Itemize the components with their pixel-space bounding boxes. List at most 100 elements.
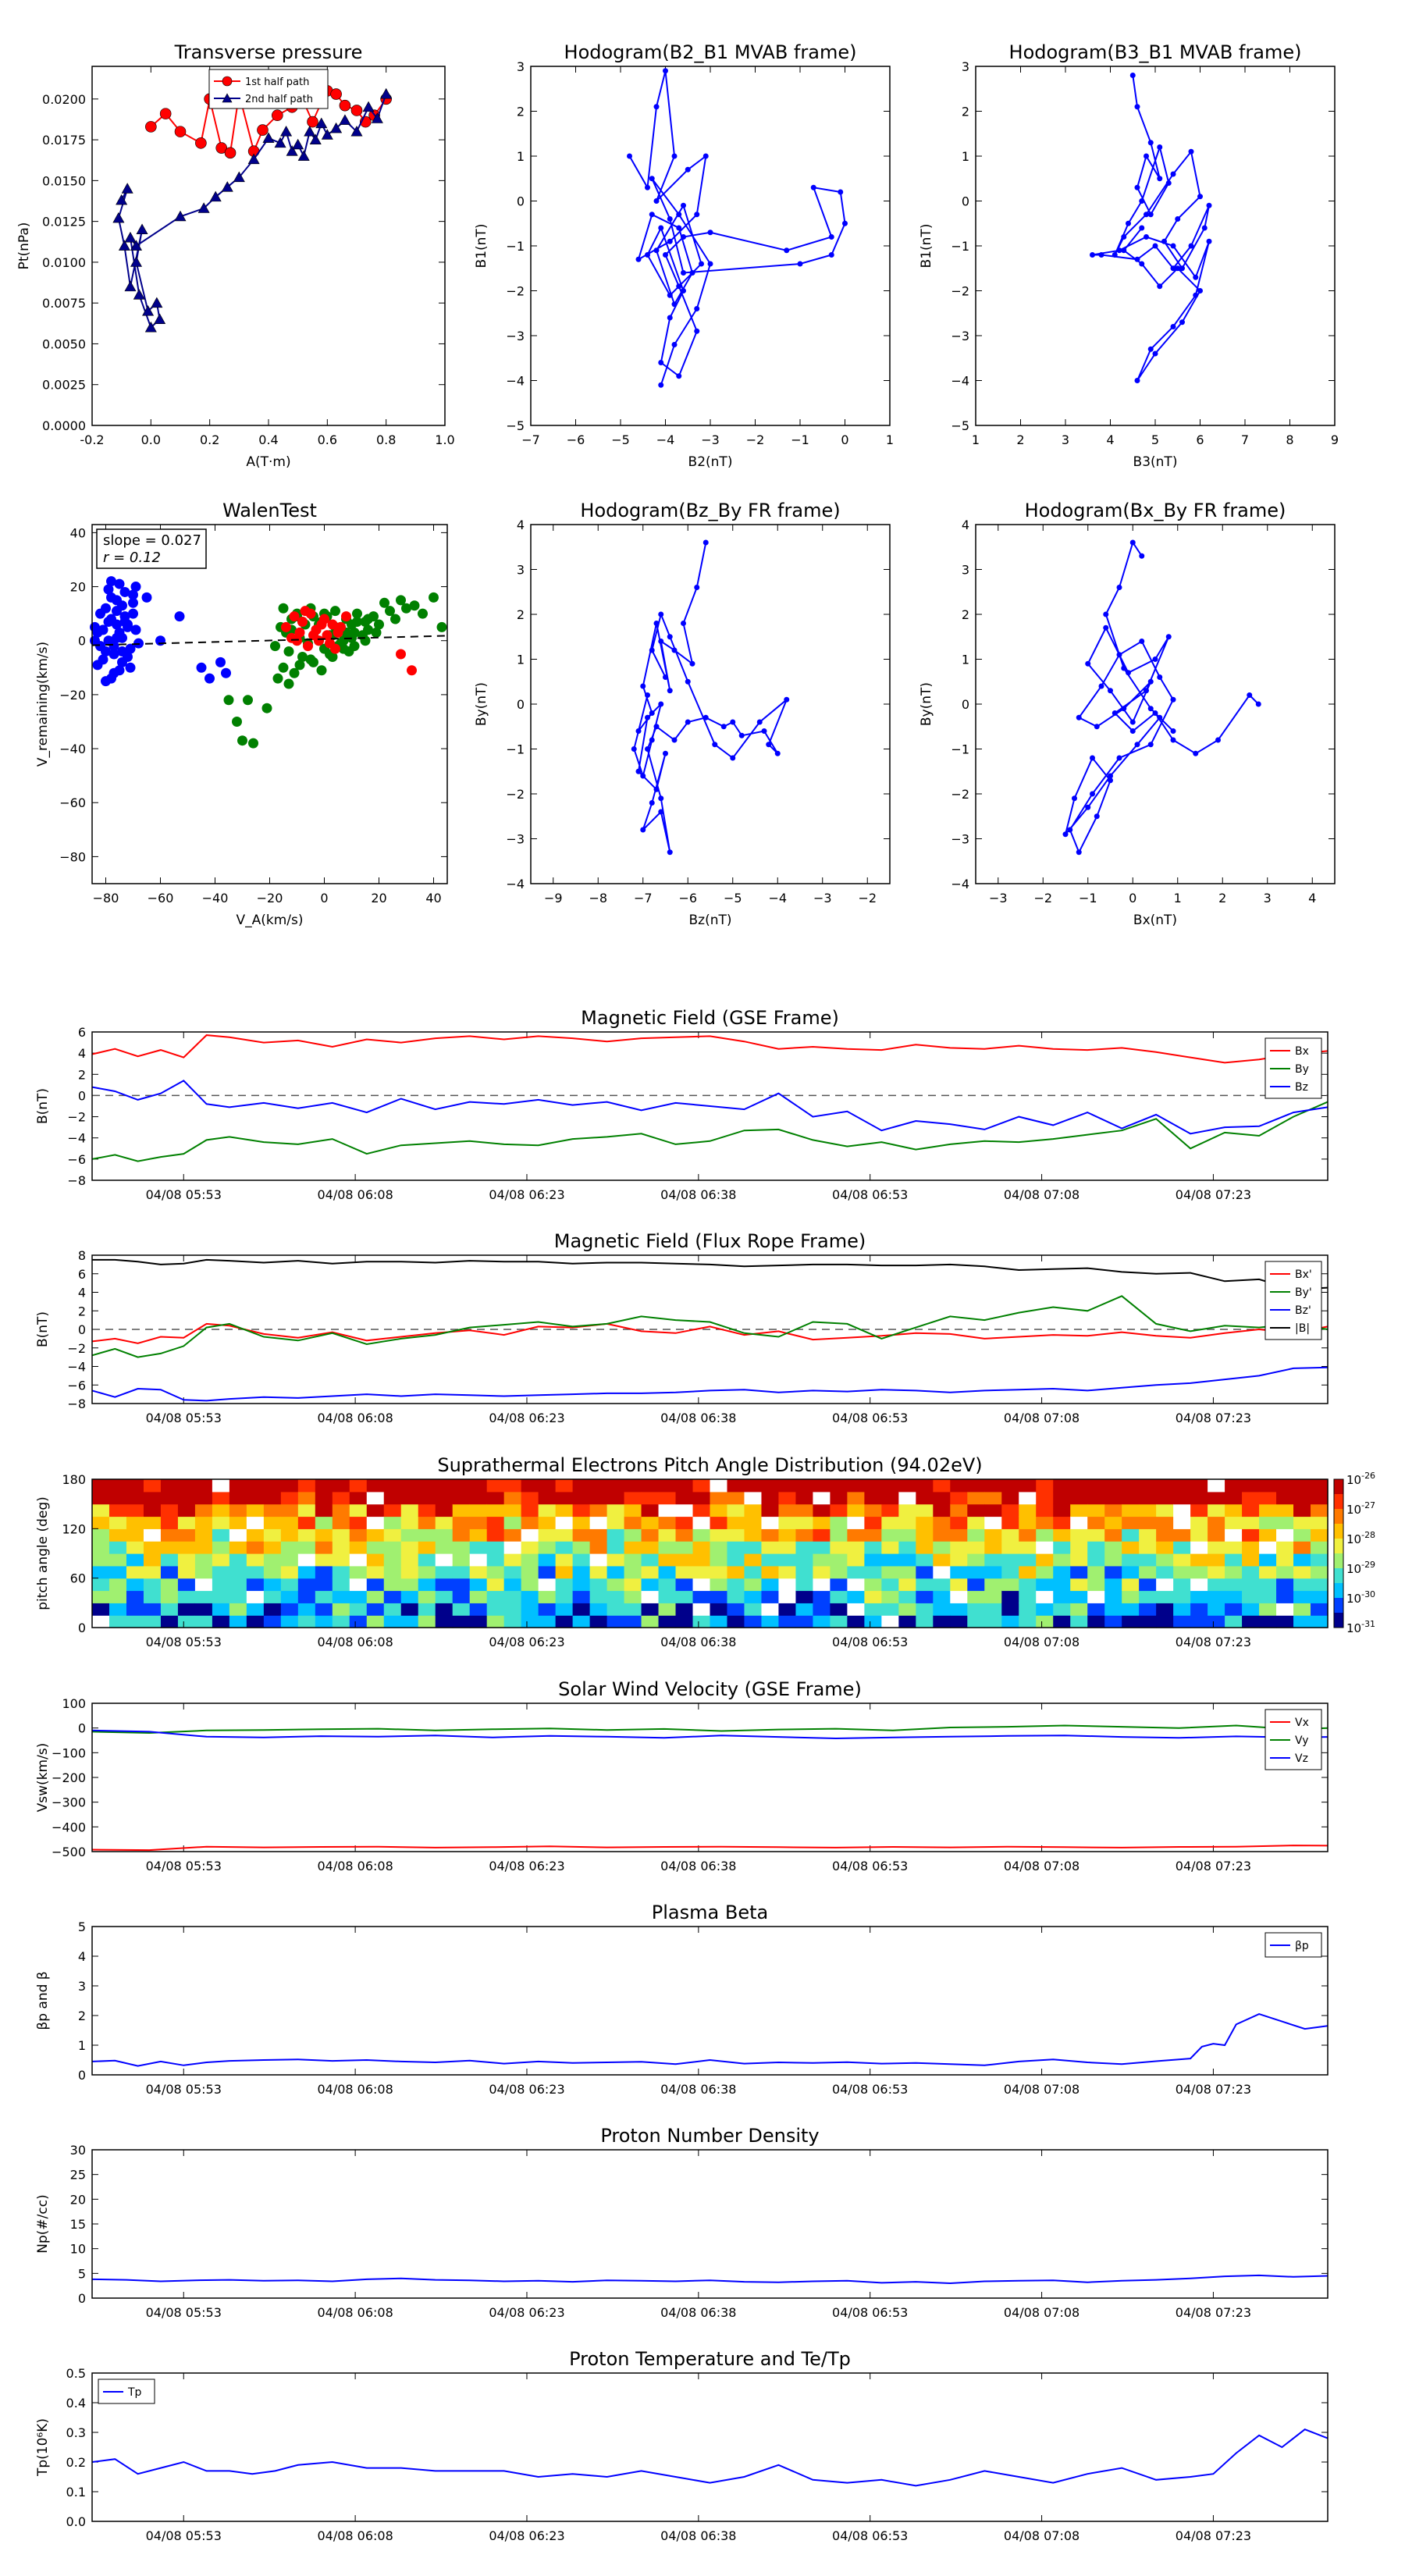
heatmap-cell (658, 1479, 677, 1493)
heatmap-cell (469, 1516, 488, 1529)
series-point (1247, 692, 1253, 698)
heatmap-cell (1087, 1479, 1105, 1493)
series-marker (221, 181, 233, 192)
heatmap-cell (435, 1516, 454, 1529)
series-point (676, 212, 682, 218)
heatmap-cell (486, 1528, 505, 1542)
heatmap-cell (366, 1541, 385, 1554)
y-tick-label: 6 (78, 1267, 86, 1282)
heatmap-cell (1139, 1503, 1157, 1517)
heatmap-cell (1190, 1565, 1208, 1579)
y-axis-label: B(nT) (35, 1088, 51, 1124)
heatmap-cell (1053, 1491, 1071, 1505)
walen-test-panel: WalenTest−80 −60 −40 −20 0 20 40−80−60−40−2002… (35, 500, 448, 928)
heatmap-cell (692, 1516, 711, 1529)
heatmap-cell (950, 1516, 968, 1529)
heatmap-cell (967, 1603, 985, 1616)
scatter-point (112, 606, 122, 617)
pitch-angle-panel: Suprathermal Electrons Pitch Angle Distr… (35, 1454, 1375, 1649)
series-point (1215, 737, 1221, 743)
heatmap-cell (1019, 1565, 1037, 1579)
series-point (784, 696, 790, 703)
y-tick-label: −2 (506, 284, 525, 299)
heatmap-cell (1001, 1503, 1019, 1517)
heatmap-cell (469, 1565, 488, 1579)
series-line-1 (91, 1101, 1329, 1162)
colorbar-label: 10-30 (1346, 1589, 1375, 1606)
series-marker (142, 305, 155, 316)
scatter-point (360, 635, 371, 646)
heatmap-cell (1139, 1615, 1157, 1628)
heatmap-cell (315, 1578, 333, 1592)
heatmap-cell (1019, 1553, 1037, 1567)
y-tick-label: 1 (962, 149, 969, 164)
heatmap-cell (778, 1553, 797, 1567)
heatmap-cell (1139, 1590, 1157, 1603)
heatmap-cell (727, 1528, 745, 1542)
heatmap-cell (1259, 1565, 1277, 1579)
heatmap-cell (126, 1528, 144, 1542)
heatmap-cell (143, 1603, 162, 1616)
y-tick-label: −500 (52, 1845, 86, 1859)
colorbar-exponent: -28 (1361, 1530, 1375, 1540)
heatmap-cell (400, 1503, 419, 1517)
x-tick-label: −5 (611, 432, 630, 447)
heatmap-cell (315, 1615, 333, 1628)
heatmap-cell (1259, 1603, 1277, 1616)
series-point (658, 611, 664, 617)
series-point (645, 746, 650, 752)
plot-frame (91, 524, 448, 884)
series-point (1147, 678, 1154, 685)
scatter-point (352, 617, 362, 628)
scatter-point (341, 611, 351, 622)
heatmap-cell (1001, 1603, 1019, 1616)
heatmap-cell (229, 1516, 247, 1529)
y-tick-label: −1 (506, 742, 525, 757)
heatmap-cell (589, 1479, 608, 1493)
x-tick-label: −20 (257, 891, 283, 906)
scatter-point (155, 635, 165, 646)
heatmap-cell (297, 1528, 316, 1542)
heatmap-cell (126, 1578, 144, 1592)
heatmap-cell (795, 1603, 814, 1616)
heatmap-cell (315, 1479, 333, 1493)
series-point (1170, 324, 1176, 329)
heatmap-cell (933, 1615, 951, 1628)
heatmap-cell (606, 1578, 625, 1592)
heatmap-cell (864, 1615, 882, 1628)
heatmap-cell (349, 1565, 368, 1579)
heatmap-cell (967, 1479, 985, 1493)
heatmap-cell (297, 1516, 316, 1529)
heatmap-cell (1053, 1590, 1071, 1603)
y-tick-label: −40 (59, 742, 86, 756)
heatmap-cell (1122, 1603, 1140, 1616)
x-tick-label: −8 (589, 891, 607, 906)
heatmap-cell (1225, 1491, 1243, 1505)
heatmap-cell (435, 1578, 454, 1592)
heatmap-cell (194, 1603, 213, 1616)
heatmap-cell (143, 1479, 162, 1493)
heatmap-cell (1070, 1590, 1088, 1603)
heatmap-cell (452, 1603, 471, 1616)
series-line-1 (91, 1724, 1329, 1735)
series-point (658, 225, 664, 231)
heatmap-cell (692, 1491, 711, 1505)
x-tick-label: 0.0 (141, 432, 161, 447)
heatmap-cell (1242, 1565, 1260, 1579)
x-tick-label: 04/08 07:23 (1176, 2305, 1251, 2320)
series-point (653, 104, 660, 110)
heatmap-cell (744, 1528, 763, 1542)
x-tick-label: −6 (678, 891, 697, 906)
heatmap-cell (864, 1541, 882, 1554)
x-tick-label: −9 (544, 891, 563, 906)
series-line-0 (91, 1034, 1329, 1064)
heatmap-cell (813, 1578, 831, 1592)
heatmap-cell (555, 1528, 574, 1542)
y-tick-label: −100 (52, 1745, 86, 1760)
x-tick-label: 04/08 06:08 (317, 1635, 393, 1649)
y-tick-label: 0 (78, 1621, 86, 1635)
magnetic-field-gse-panel: Magnetic Field (GSE Frame)04/08 05:53 04/… (35, 1007, 1329, 1202)
scatter-point (363, 614, 373, 624)
heatmap-cell (881, 1590, 899, 1603)
